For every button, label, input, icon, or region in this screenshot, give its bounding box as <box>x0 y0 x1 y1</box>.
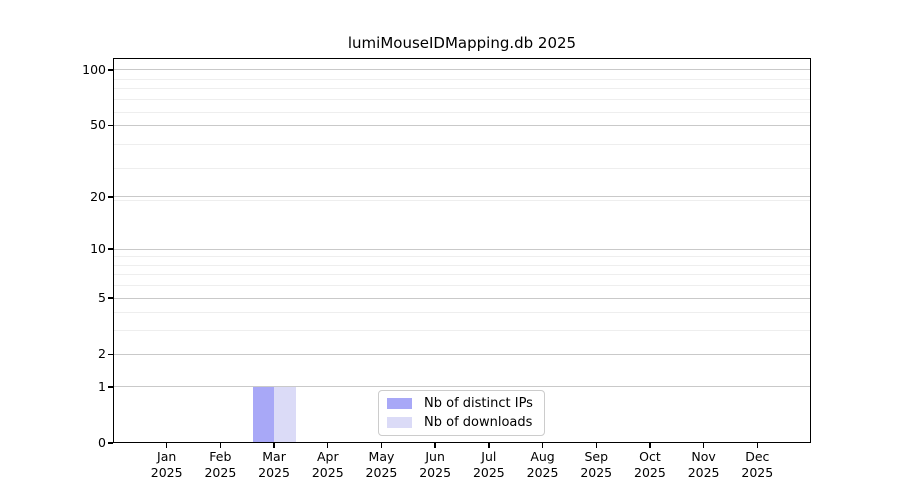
y-axis-tick <box>108 69 113 71</box>
x-axis-tick-label: Dec 2025 <box>741 449 774 480</box>
x-axis-tick <box>595 443 597 448</box>
major-gridline <box>114 248 810 250</box>
major-gridline <box>114 297 810 299</box>
x-axis-tick <box>756 443 758 448</box>
minor-gridline <box>114 88 810 90</box>
x-axis-tick <box>380 443 383 448</box>
x-axis-tick <box>219 443 222 448</box>
legend-item: Nb of distinct IPs <box>387 396 533 411</box>
x-axis-tick-label: Feb 2025 <box>204 449 237 480</box>
y-axis-tick-label: 1 <box>98 378 106 394</box>
y-axis-tick <box>108 248 113 250</box>
x-axis-tick <box>434 443 436 448</box>
legend-label: Nb of downloads <box>424 415 533 430</box>
y-axis-tick <box>108 124 113 126</box>
x-axis-tick-label: Mar 2025 <box>258 449 290 480</box>
major-gridline <box>114 69 810 71</box>
bar-distinct-ips <box>252 386 275 442</box>
y-axis-tick-label: 50 <box>90 117 106 133</box>
y-axis-tick <box>108 297 113 299</box>
y-axis-tick-label: 20 <box>90 188 106 204</box>
x-axis-tick-label: Jun 2025 <box>419 449 452 480</box>
y-axis-tick <box>108 353 113 355</box>
y-axis-tick-label: 100 <box>82 61 106 77</box>
chart-title: lumiMouseIDMapping.db 2025 <box>347 34 577 52</box>
x-axis-tick <box>488 443 490 448</box>
minor-gridline <box>114 285 810 287</box>
minor-gridline <box>114 274 810 276</box>
minor-gridline <box>114 330 810 332</box>
x-axis-tick-label: Apr 2025 <box>311 449 344 480</box>
x-axis-tick-label: Jul 2025 <box>472 449 505 480</box>
x-axis-tick <box>273 443 275 448</box>
x-axis-tick-label: Aug 2025 <box>526 449 559 480</box>
minor-gridline <box>114 144 810 146</box>
bar-downloads <box>274 386 296 442</box>
x-axis-tick <box>541 443 544 448</box>
legend-swatch <box>387 398 412 409</box>
legend-swatch <box>387 417 412 428</box>
legend-label: Nb of distinct IPs <box>424 396 533 411</box>
y-axis-tick-label: 0 <box>98 435 106 450</box>
y-axis-tick-label: 2 <box>98 346 106 362</box>
minor-gridline <box>114 200 810 202</box>
x-axis-tick-label: Sep 2025 <box>580 449 613 480</box>
major-gridline <box>114 353 810 355</box>
y-axis-tick <box>108 442 113 444</box>
major-gridline <box>114 196 810 198</box>
x-axis-tick <box>649 443 651 448</box>
minor-gridline <box>114 111 810 113</box>
x-axis-tick-label: May 2025 <box>365 449 398 480</box>
major-gridline <box>114 386 810 388</box>
minor-gridline <box>114 264 810 266</box>
x-axis-tick-label: Oct 2025 <box>634 449 666 480</box>
legend-item: Nb of downloads <box>387 415 533 430</box>
minor-gridline <box>114 256 810 258</box>
x-axis-tick-label: Jan 2025 <box>150 449 183 480</box>
minor-gridline <box>114 312 810 314</box>
x-axis-tick-label: Nov 2025 <box>687 449 720 480</box>
y-axis-tick-label: 10 <box>90 241 106 257</box>
legend: Nb of distinct IPs Nb of downloads <box>378 390 545 436</box>
minor-gridline <box>114 78 810 80</box>
plot-area <box>113 58 811 443</box>
y-axis-tick <box>108 196 113 198</box>
y-axis-tick <box>108 386 113 388</box>
y-axis-tick-label: 5 <box>98 290 106 306</box>
x-axis-tick <box>327 443 329 448</box>
minor-gridline <box>114 167 810 169</box>
major-gridline <box>114 124 810 126</box>
x-axis-tick <box>702 443 705 448</box>
minor-gridline <box>114 99 810 101</box>
x-axis-tick <box>165 443 168 448</box>
